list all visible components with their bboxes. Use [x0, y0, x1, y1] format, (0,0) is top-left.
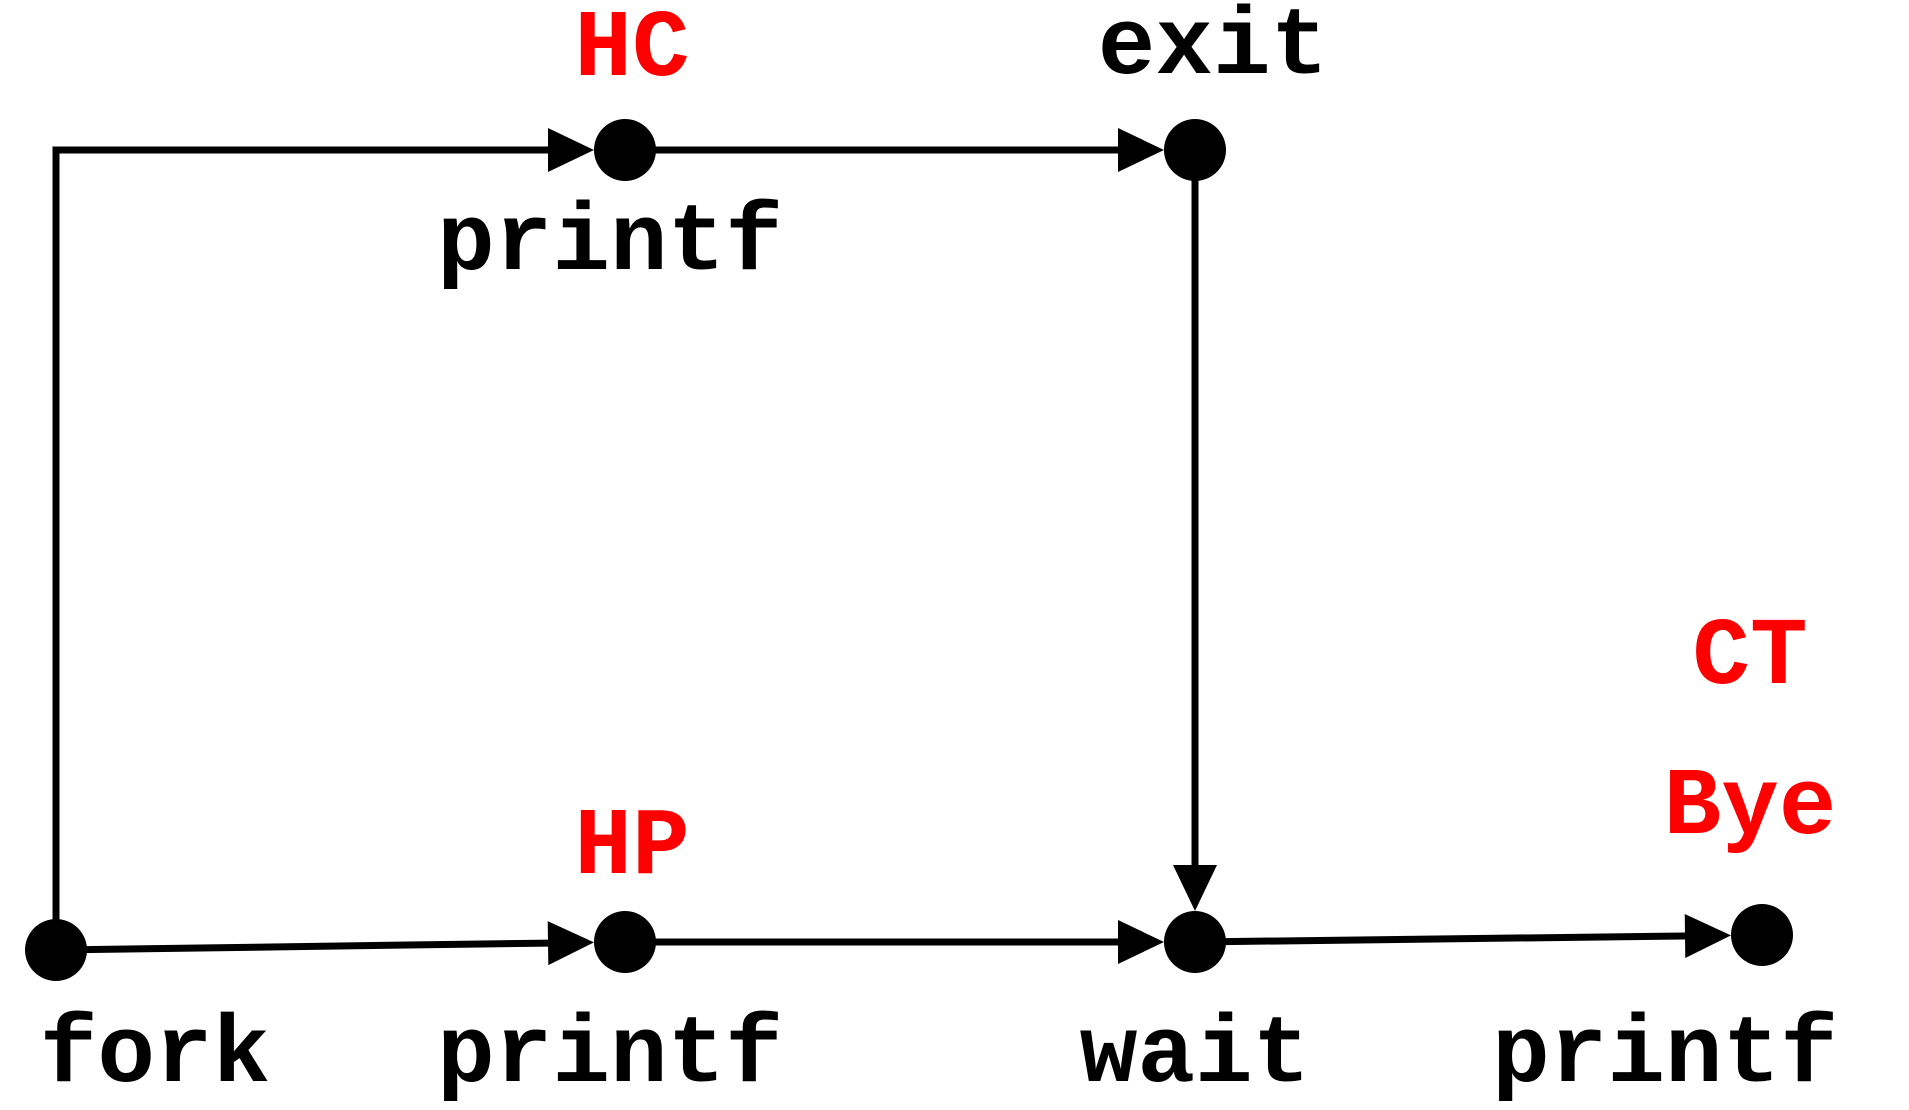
edge-p-child-to-exit	[625, 128, 1164, 172]
edge-fork-to-p-parent	[55, 921, 595, 966]
edge-wait-to-p-final	[1194, 913, 1732, 958]
label-wait: wait	[1079, 1001, 1311, 1110]
edge-exit-to-wait	[1173, 150, 1217, 911]
label-printf-final: printf	[1492, 1001, 1838, 1110]
edge-fork-to-p-child-line	[52, 146, 548, 950]
edge-fork-to-p-child-arrowhead	[548, 128, 594, 172]
edge-fork-to-p-child	[52, 128, 594, 950]
node-p-child	[594, 119, 656, 181]
node-wait	[1164, 911, 1226, 973]
label-printf-parent: printf	[437, 1001, 783, 1110]
edge-p-parent-to-wait-arrowhead	[1118, 920, 1164, 964]
output-hc: HC	[574, 0, 690, 104]
node-p-final	[1731, 904, 1793, 966]
edge-fork-to-p-parent-line	[55, 939, 549, 954]
edge-fork-to-p-parent-arrowhead	[547, 921, 595, 966]
edge-wait-to-p-final-line	[1194, 932, 1686, 946]
node-p-parent	[594, 911, 656, 973]
edge-exit-to-wait-arrowhead	[1173, 865, 1217, 911]
label-printf-child: printf	[437, 189, 783, 298]
node-fork	[25, 919, 87, 981]
output-bye: Bye	[1663, 753, 1837, 862]
edge-p-parent-to-wait	[625, 920, 1164, 964]
edge-wait-to-p-final-arrowhead	[1684, 913, 1732, 958]
output-ct: CT	[1692, 603, 1808, 712]
label-fork: fork	[39, 1001, 271, 1110]
output-hp: HP	[574, 793, 690, 902]
node-exit	[1164, 119, 1226, 181]
label-exit: exit	[1097, 0, 1329, 102]
edge-p-child-to-exit-arrowhead	[1118, 128, 1164, 172]
